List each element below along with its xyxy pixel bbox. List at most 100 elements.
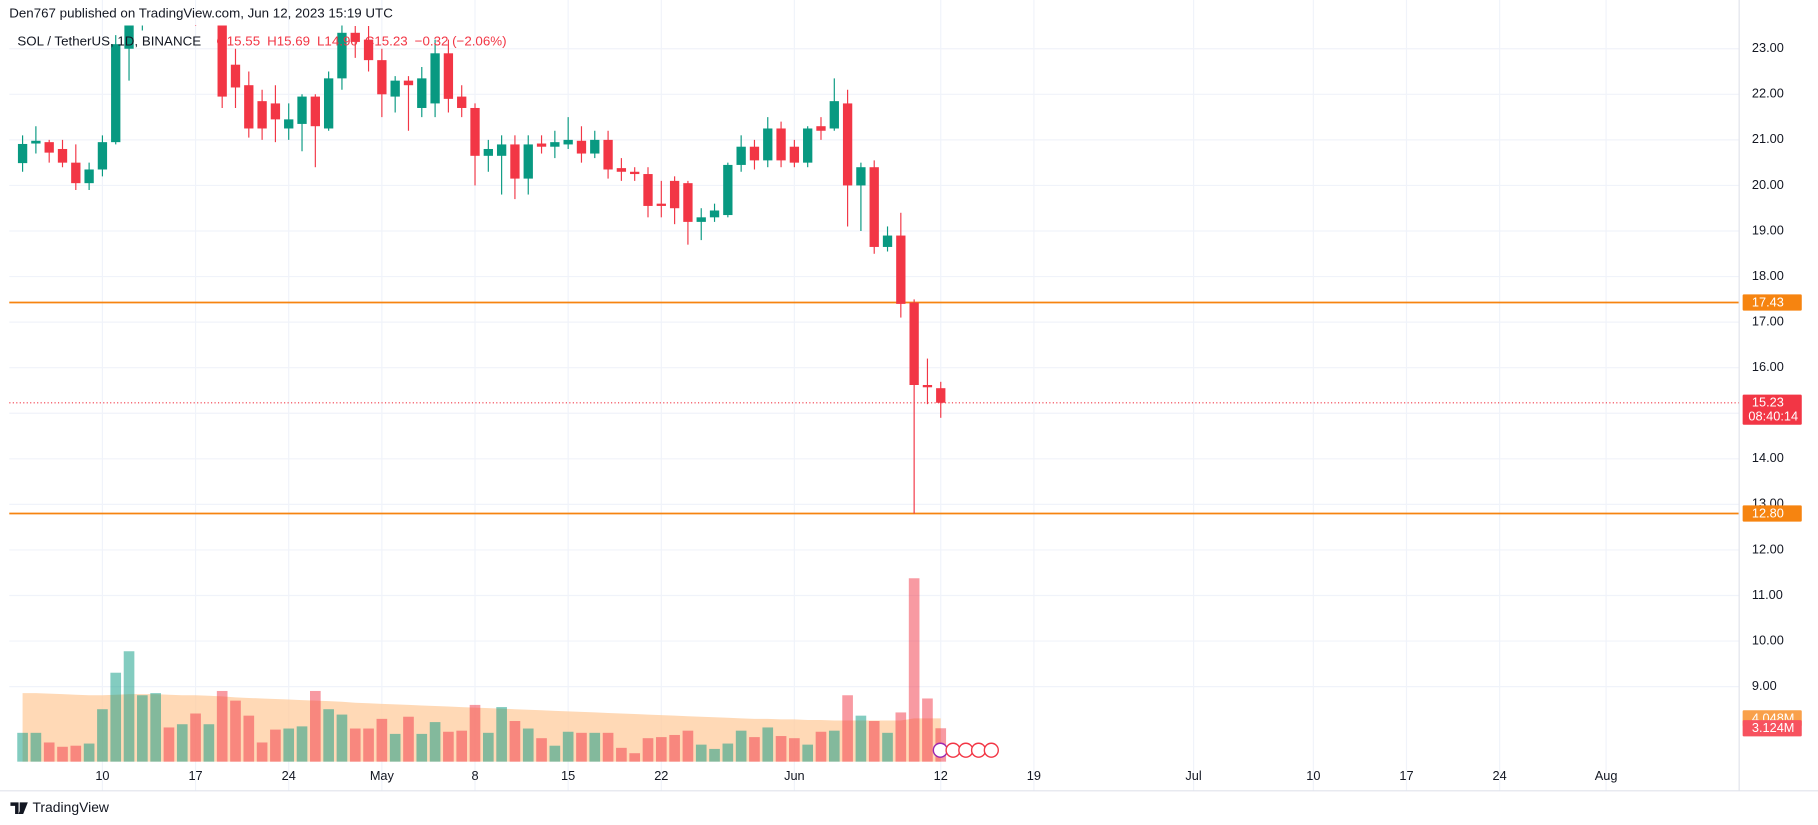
volume-bar (17, 732, 28, 762)
level-box (1742, 505, 1802, 522)
y-tick-label: 21.00 (1752, 131, 1784, 146)
candle-body (430, 53, 440, 104)
candle-body (350, 32, 360, 42)
event-icon (958, 742, 974, 758)
y-tick-label: 22.00 (1752, 86, 1784, 101)
x-tick-label: May (370, 768, 395, 783)
event-icon (932, 742, 948, 758)
volume-bar (815, 731, 827, 762)
y-tick-label: 16.00 (1752, 359, 1784, 374)
candle-body (803, 128, 813, 163)
event-icon (970, 742, 987, 758)
y-tick-label: 11.00 (1752, 587, 1783, 602)
volume-bar (509, 721, 521, 762)
volume-bar (589, 732, 601, 762)
candle-body (323, 78, 334, 129)
y-tick-label: 10.00 (1752, 632, 1784, 647)
candle-body (882, 235, 893, 247)
candle-body (550, 142, 560, 147)
volume-bar (296, 726, 308, 762)
volume-bar (176, 724, 188, 762)
y-tick-label: 18.00 (1752, 268, 1784, 283)
candle-body (936, 388, 946, 403)
candle-body (84, 169, 94, 184)
candle-body (457, 96, 467, 108)
candle-body (829, 101, 839, 129)
candle-body (284, 119, 294, 129)
x-tick-label: 15 (561, 768, 575, 783)
legend: SOL / TetherUS, 1D, BINANCE O15.55 H15.69… (17, 33, 506, 48)
volume-bar (709, 748, 720, 762)
candle-body (470, 107, 480, 156)
candle-body (922, 385, 933, 388)
candle-body (17, 143, 28, 164)
candle-body (696, 217, 706, 222)
volume-bar (137, 695, 148, 762)
volume-bar (270, 729, 281, 762)
y-tick-label: 23.00 (1752, 40, 1784, 55)
volume-bar (97, 709, 108, 762)
y-tick-label: 20.00 (1752, 177, 1784, 192)
volume-bar (669, 734, 680, 762)
volume-bar (256, 742, 268, 762)
candle-body (709, 210, 720, 218)
volume-bar (522, 728, 534, 762)
volume-bar (30, 732, 42, 762)
candle-body (643, 174, 653, 206)
volume-bar (576, 732, 587, 762)
level-label: 17.43 (1752, 294, 1784, 309)
volume-bar (855, 715, 867, 762)
price-lines (9, 301, 1740, 515)
candle-body (443, 53, 454, 99)
volume-bar (695, 744, 707, 762)
volume-bar (123, 651, 135, 762)
footer-logo: TradingView (10, 799, 110, 815)
candle-body (337, 32, 347, 79)
volume-bar (842, 695, 853, 762)
logo-mark (10, 802, 28, 814)
x-tick-label: 10 (1306, 768, 1320, 783)
volume-bar (43, 742, 55, 762)
candle-body (403, 80, 414, 86)
candle-body (736, 146, 746, 165)
volume-bar (735, 730, 747, 762)
candle-body (257, 101, 267, 129)
volume-bar (443, 731, 454, 762)
candle-body (896, 235, 906, 304)
candle-body (483, 148, 493, 156)
candle-body (31, 140, 41, 144)
candle-body (377, 60, 387, 95)
x-tick-label: 12 (934, 768, 948, 783)
volume-bar (828, 730, 840, 762)
candle-body (536, 143, 547, 147)
volume-bar (642, 738, 654, 762)
candle-body (44, 142, 54, 153)
countdown-label: 08:40:14 (1748, 409, 1798, 424)
volume-bar (190, 713, 201, 762)
volume-bar (722, 743, 734, 762)
volume-bar (203, 724, 215, 762)
candle-body (616, 168, 627, 172)
candle-body (244, 85, 254, 129)
candles (17, 25, 946, 514)
volume-bar (868, 721, 880, 762)
event-icon (945, 742, 961, 758)
candle-body (230, 64, 241, 88)
x-tick-label: Aug (1595, 768, 1618, 783)
volume-bar (895, 712, 907, 762)
volume-bar (469, 704, 481, 762)
legend-value: L14.90 (317, 33, 358, 48)
candle-body (124, 25, 134, 49)
x-tick-label: 24 (1493, 768, 1507, 783)
volume-bar (310, 690, 321, 762)
volume-bar (283, 728, 295, 762)
candle-body (310, 96, 320, 127)
legend-value: −0.32 (−2.06%) (415, 33, 507, 48)
volume-bar (110, 672, 122, 762)
candle-body (57, 148, 68, 163)
y-tick-label: 19.00 (1752, 222, 1784, 237)
volume-bar (616, 747, 627, 762)
candle-body (510, 144, 520, 179)
volume-bar (749, 737, 760, 762)
legend-value: O15.55 (216, 33, 260, 48)
